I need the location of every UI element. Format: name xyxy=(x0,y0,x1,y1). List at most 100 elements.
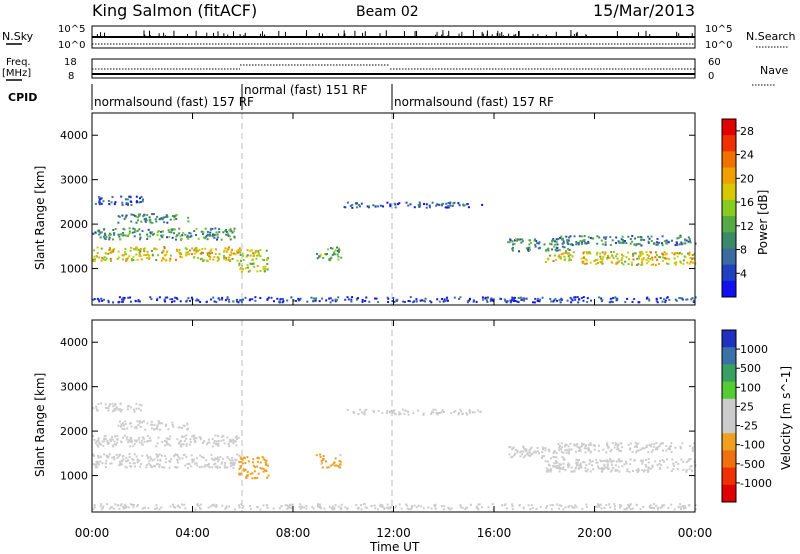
data-point xyxy=(286,508,289,510)
data-point xyxy=(543,243,546,246)
data-point xyxy=(165,440,168,443)
data-point xyxy=(331,505,334,508)
colorbar-tick-label: 16 xyxy=(740,196,754,209)
data-point xyxy=(150,423,153,426)
data-point xyxy=(124,423,127,426)
data-point xyxy=(109,233,112,236)
data-point xyxy=(96,466,99,469)
data-point xyxy=(129,445,132,448)
data-point xyxy=(139,197,141,200)
data-point xyxy=(613,251,615,254)
data-point xyxy=(264,461,267,464)
data-point xyxy=(368,300,371,303)
data-point xyxy=(258,253,261,256)
data-point xyxy=(468,411,471,414)
data-point xyxy=(195,437,198,440)
data-point xyxy=(598,444,600,447)
data-point xyxy=(215,443,218,446)
data-point xyxy=(577,301,580,304)
data-point xyxy=(262,470,265,473)
data-point xyxy=(330,464,333,467)
data-point xyxy=(98,298,100,301)
data-point xyxy=(187,237,190,240)
freq-label: Freq. xyxy=(6,57,31,68)
data-point xyxy=(151,231,153,234)
data-point xyxy=(673,253,676,256)
data-point xyxy=(239,268,242,271)
data-point xyxy=(536,242,539,245)
data-point xyxy=(107,200,110,202)
data-point xyxy=(116,257,119,260)
data-point xyxy=(206,234,208,237)
colorbar-tick-label: 12 xyxy=(740,220,754,233)
data-point xyxy=(213,300,216,303)
data-point xyxy=(188,231,191,234)
data-point xyxy=(139,409,142,412)
data-point xyxy=(394,206,397,209)
data-point xyxy=(453,201,456,204)
date-label: 15/Mar/2013 xyxy=(593,1,695,20)
data-point xyxy=(173,215,176,218)
data-point xyxy=(407,300,410,302)
data-point xyxy=(336,249,339,252)
data-point xyxy=(646,469,649,472)
data-point xyxy=(262,457,265,460)
data-point xyxy=(570,242,573,245)
data-point xyxy=(98,201,101,204)
data-point xyxy=(664,299,667,302)
data-point xyxy=(180,256,183,259)
data-point xyxy=(202,441,205,444)
data-point xyxy=(685,469,688,472)
data-point xyxy=(581,442,584,445)
data-point xyxy=(566,240,569,243)
data-point xyxy=(146,257,148,260)
data-point xyxy=(417,204,420,207)
data-point xyxy=(599,252,602,255)
data-point xyxy=(350,298,353,301)
data-point xyxy=(441,298,443,300)
data-point xyxy=(105,455,108,458)
data-point xyxy=(121,258,124,261)
data-point xyxy=(595,461,598,464)
data-point xyxy=(578,459,581,461)
data-point xyxy=(241,459,244,462)
data-point xyxy=(485,299,488,302)
data-point xyxy=(288,506,291,509)
data-point xyxy=(191,435,194,438)
data-point xyxy=(124,247,127,250)
data-point xyxy=(579,239,582,242)
data-point xyxy=(259,508,262,511)
data-point xyxy=(209,231,212,234)
data-point xyxy=(569,243,572,246)
data-point xyxy=(334,249,337,252)
data-point xyxy=(138,201,141,204)
data-point xyxy=(562,467,565,470)
data-point xyxy=(593,260,596,262)
data-point xyxy=(106,439,109,442)
data-point xyxy=(216,236,219,239)
data-point xyxy=(357,413,360,415)
data-point xyxy=(129,296,132,299)
data-point xyxy=(212,258,215,261)
data-point xyxy=(113,203,116,206)
data-point xyxy=(138,251,141,254)
data-point xyxy=(422,507,425,510)
data-point xyxy=(602,468,605,471)
data-point xyxy=(399,413,402,416)
data-point xyxy=(112,229,115,231)
power-x-axis xyxy=(91,113,696,305)
data-point xyxy=(525,450,527,453)
data-point xyxy=(374,507,377,510)
data-point xyxy=(132,458,135,461)
data-point xyxy=(126,460,129,463)
data-point xyxy=(113,440,116,443)
data-point xyxy=(140,195,143,198)
data-point xyxy=(626,470,629,473)
data-point xyxy=(208,466,211,469)
data-point xyxy=(606,463,609,466)
data-point xyxy=(246,249,249,252)
data-point xyxy=(132,227,135,230)
data-point xyxy=(664,253,667,256)
data-point xyxy=(583,239,586,241)
data-point xyxy=(263,270,266,273)
